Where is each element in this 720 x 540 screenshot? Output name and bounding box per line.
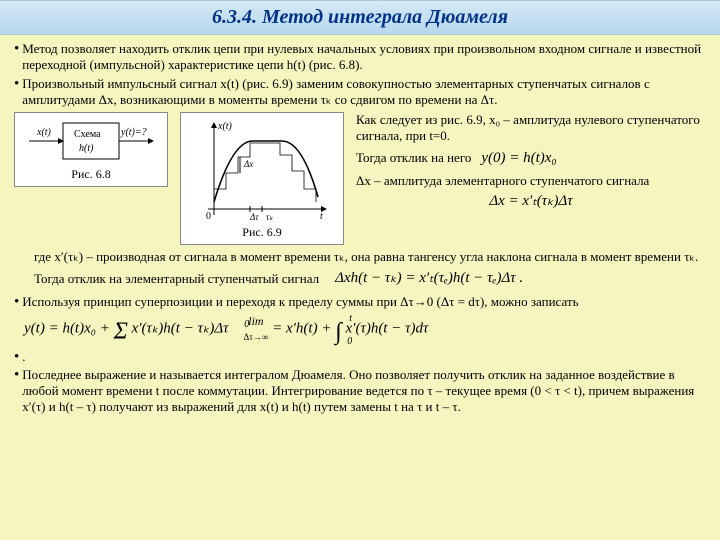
para-2: • Произвольный импульсный сигнал x(t) (р… [14,76,706,109]
content-body: • Метод позволяет находить отклик цепи п… [0,35,720,424]
para-3-text: где x′(τₖ) – производная от сигнала в мо… [34,249,698,264]
schema-h-label: h(t) [79,143,94,154]
para-7: • Последнее выражение и называется интег… [14,367,706,416]
para-4-text: Тогда отклик на элементарный ступенчатый… [34,271,319,287]
figure-6-8: x(t) Схема h(t) y(t)=? Рис. 6.8 [14,112,168,187]
schema-out-label: y(t)=? [120,127,147,138]
figure-6-9: x(t) t 0 Δx Δτ τₖ Рис. 6.9 [180,112,344,245]
title-bar: 6.3.4. Метод интеграла Дюамеля [0,0,720,35]
schema-diagram: x(t) Схема h(t) y(t)=? [27,117,155,165]
para-6-text: . [22,349,25,365]
sum-lower: 0 [244,319,249,332]
formula-dxh: Δxh(t − τₖ) = x′ₜ(τₑ)h(t − τₑ)Δτ . [335,269,523,288]
para-5-text: Используя принцип суперпозиции и переход… [22,294,578,310]
integral-lower: 0 [347,336,352,349]
right-p3: Δx – амплитуда элементарного ступенчатог… [356,173,706,189]
bullet-icon: • [14,41,19,74]
sum-symbol: Σ [114,319,128,345]
lim-sub: Δτ→∞ [244,332,269,342]
para-7-text: Последнее выражение и называется интегра… [22,367,706,416]
page-title: 6.3.4. Метод интеграла Дюамеля [0,6,720,29]
formula-y0: y(0) = h(t)x₀ [481,149,556,168]
svg-text:0: 0 [206,211,211,222]
svg-text:Δτ: Δτ [249,212,259,222]
schema-block-label: Схема [74,129,101,140]
figure-row: x(t) Схема h(t) y(t)=? Рис. 6.8 x(t) t [14,112,706,245]
lim-label: lim [248,314,263,328]
formula-dx: Δx = x′ₜ(τₖ)Δτ [356,192,706,211]
bullet-icon: • [14,367,19,416]
para-6: • . [14,349,706,365]
right-p2: Тогда отклик на него [356,150,471,166]
integral-upper: t [349,313,352,326]
para-5: • Используя принцип суперпозиции и перех… [14,294,706,310]
formula-main: y(t) = h(t)x₀ + Σ x′(τₖ)h(t − τₖ)Δτ 0 li… [24,314,706,346]
svg-text:Δx: Δx [243,159,253,169]
formula-main-c: = x′h(t) + [272,321,331,337]
formula-main-d: x′(τ)h(t − τ)dτ [346,321,429,337]
schema-in-label: x(t) [36,127,52,138]
svg-text:τₖ: τₖ [266,212,273,222]
bullet-icon: • [14,76,19,109]
svg-text:t: t [320,211,323,222]
para-3: где x′(τₖ) – производная от сигнала в мо… [14,249,706,265]
para-1: • Метод позволяет находить отклик цепи п… [14,41,706,74]
formula-main-b: x′(τₖ)h(t − τₖ)Δτ [132,321,229,337]
figure-6-8-caption: Рис. 6.8 [71,167,110,182]
svg-text:x(t): x(t) [217,121,233,132]
formula-main-a: y(t) = h(t)x₀ + [24,321,110,337]
figure-6-9-caption: Рис. 6.9 [242,225,281,240]
integral-symbol: ∫ [335,319,342,345]
right-column: Как следует из рис. 6.9, x₀ – амплитуда … [356,112,706,212]
para-2-text: Произвольный импульсный сигнал x(t) (рис… [22,76,706,109]
bullet-icon: • [14,294,19,310]
right-p1: Как следует из рис. 6.9, x₀ – амплитуда … [356,112,706,145]
bullet-icon: • [14,349,19,365]
signal-graph: x(t) t 0 Δx Δτ τₖ [192,117,332,227]
para-1-text: Метод позволяет находить отклик цепи при… [22,41,706,74]
